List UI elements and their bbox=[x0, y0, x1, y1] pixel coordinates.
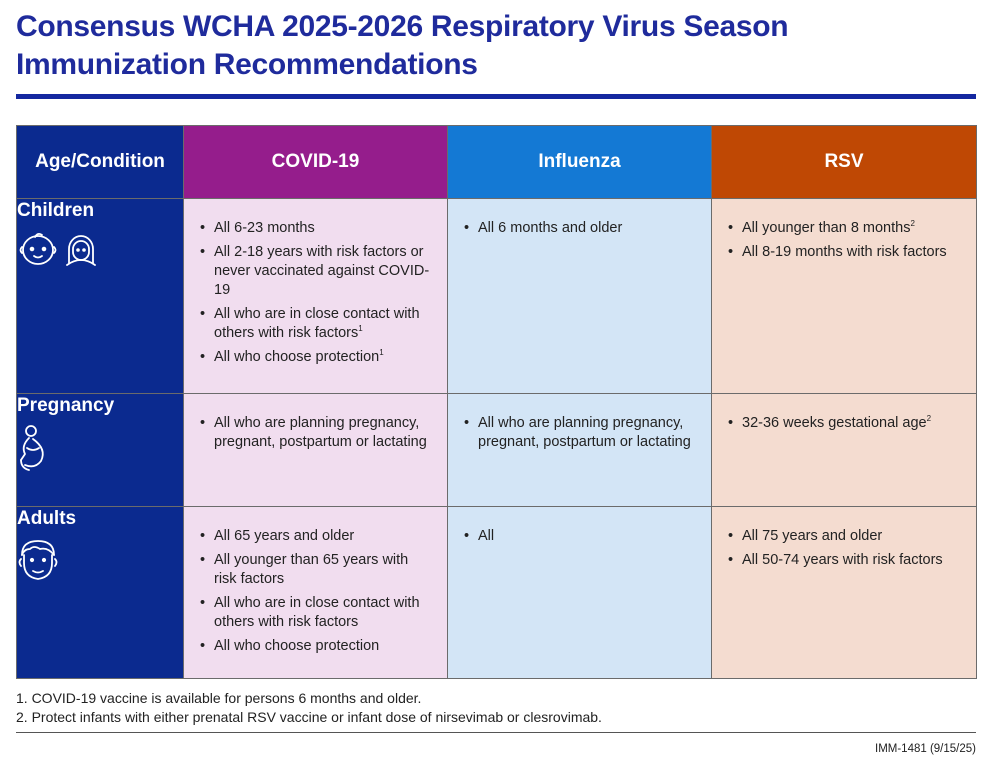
list-item: All 75 years and older bbox=[728, 527, 962, 546]
row-label-children: Children bbox=[17, 200, 95, 221]
footnote-2: 2. Protect infants with either prenatal … bbox=[16, 709, 602, 725]
cell-children-covid: All 6-23 months All 2-18 years with risk… bbox=[183, 198, 448, 394]
table-row-adults: Adults bbox=[16, 506, 977, 679]
list-item: All who choose protection bbox=[200, 637, 433, 656]
cell-children-rsv: All younger than 8 months2 All 8-19 mont… bbox=[711, 198, 977, 394]
footnote-ref: 2 bbox=[926, 414, 932, 424]
footnotes: 1. COVID-19 vaccine is available for per… bbox=[16, 689, 602, 727]
cell-adults-rsv: All 75 years and older All 50-74 years w… bbox=[711, 506, 977, 679]
cell-adults-influenza: All bbox=[447, 506, 712, 679]
children-icons bbox=[19, 232, 96, 266]
list-item: All who are planning pregnancy, pregnant… bbox=[200, 414, 433, 452]
list-item: All 6-23 months bbox=[200, 219, 433, 238]
table-row-pregnancy: Pregnancy All who are plan bbox=[16, 393, 977, 507]
cell-adults-covid: All 65 years and older All younger than … bbox=[183, 506, 448, 679]
list-item: All younger than 8 months2 bbox=[728, 219, 962, 238]
recommendations-table: Age/Condition COVID-19 Influenza RSV Chi… bbox=[16, 125, 977, 679]
list-item: All 8-19 months with risk factors bbox=[728, 243, 962, 262]
document-code: IMM-1481 (9/15/25) bbox=[875, 743, 976, 755]
footnote-1: 1. COVID-19 vaccine is available for per… bbox=[16, 690, 422, 706]
pregnant-person-icon bbox=[20, 425, 44, 471]
cell-pregnancy-influenza: All who are planning pregnancy, pregnant… bbox=[447, 393, 712, 507]
cell-pregnancy-covid: All who are planning pregnancy, pregnant… bbox=[183, 393, 448, 507]
table-row-children: Children bbox=[16, 198, 977, 394]
list-item: All 2-18 years with risk factors or neve… bbox=[200, 243, 433, 300]
list-item: All who choose protection1 bbox=[200, 348, 433, 367]
footnote-ref: 1 bbox=[379, 348, 384, 358]
list-item: All 50-74 years with risk factors bbox=[728, 551, 962, 570]
footnote-ref: 1 bbox=[358, 324, 363, 334]
title-line-1: Consensus WCHA 2025-2026 Respiratory Vir… bbox=[16, 10, 789, 43]
header-age-condition: Age/Condition bbox=[16, 125, 184, 199]
title-line-2: Immunization Recommendations bbox=[16, 48, 478, 81]
list-item: All who are planning pregnancy, pregnant… bbox=[464, 414, 697, 452]
row-label-cell-children: Children bbox=[16, 198, 184, 394]
list-item: All 65 years and older bbox=[200, 527, 433, 546]
row-label-cell-adults: Adults bbox=[16, 506, 184, 679]
baby-face-icon bbox=[19, 232, 57, 265]
title-divider bbox=[16, 94, 976, 99]
header-covid-19: COVID-19 bbox=[183, 125, 448, 199]
row-label-cell-pregnancy: Pregnancy bbox=[16, 393, 184, 507]
list-item: All bbox=[464, 527, 697, 546]
list-item: All 6 months and older bbox=[464, 219, 697, 238]
list-item: All who are in close contact with others… bbox=[200, 594, 433, 632]
header-rsv: RSV bbox=[711, 125, 977, 199]
cell-pregnancy-rsv: 32-36 weeks gestational age2 bbox=[711, 393, 977, 507]
table-header-row: Age/Condition COVID-19 Influenza RSV bbox=[16, 125, 977, 199]
header-influenza: Influenza bbox=[447, 125, 712, 199]
list-item: All younger than 65 years with risk fact… bbox=[200, 551, 433, 589]
list-item: 32-36 weeks gestational age2 bbox=[728, 414, 962, 433]
child-girl-icon bbox=[66, 235, 96, 266]
row-label-adults: Adults bbox=[17, 508, 77, 529]
adult-face-icon bbox=[18, 540, 58, 580]
cell-children-influenza: All 6 months and older bbox=[447, 198, 712, 394]
footnote-ref: 2 bbox=[910, 219, 915, 229]
footer-divider bbox=[16, 732, 976, 733]
list-item: All who are in close contact with others… bbox=[200, 305, 433, 343]
row-label-pregnancy: Pregnancy bbox=[17, 395, 115, 416]
page-title: Consensus WCHA 2025-2026 Respiratory Vir… bbox=[16, 8, 976, 84]
